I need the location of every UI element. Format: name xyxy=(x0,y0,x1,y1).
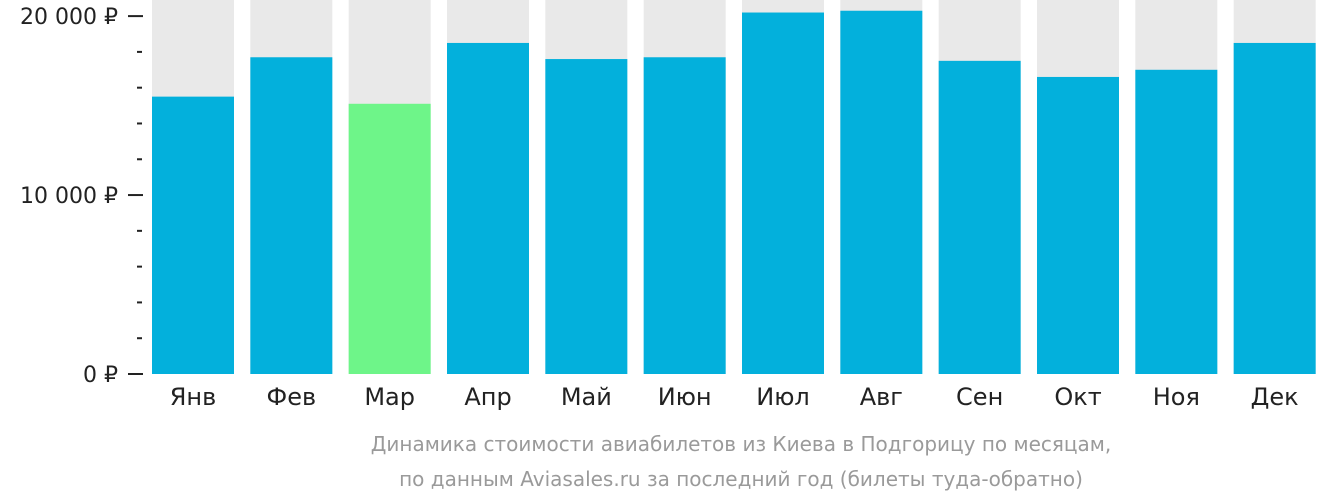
x-tick-label: Май xyxy=(561,383,612,411)
bar-4[interactable] xyxy=(545,59,628,374)
bar-5[interactable] xyxy=(643,57,726,375)
bar-8[interactable] xyxy=(938,60,1021,375)
x-axis-labels: Янв Фев Мар Апр Май Июн Июл Авг Сен Окт Ноя Дек xyxy=(170,383,1299,411)
x-tick-label: Окт xyxy=(1054,383,1101,411)
bar-7[interactable] xyxy=(840,10,923,374)
chart-caption-line-2: по данным Aviasales.ru за последний год … xyxy=(399,467,1083,491)
bar-11[interactable] xyxy=(1233,42,1316,375)
x-tick-label: Фев xyxy=(267,383,317,411)
bar-6[interactable] xyxy=(742,12,824,375)
bar-0[interactable] xyxy=(152,96,234,374)
y-tick-label: 0 ₽ xyxy=(83,363,118,388)
y-axis: 0 ₽ 10 000 ₽ 20 000 ₽ xyxy=(20,5,143,388)
data-bars xyxy=(152,10,1316,375)
x-tick-label: Сен xyxy=(956,383,1003,411)
x-tick-label: Мар xyxy=(364,383,415,411)
x-tick-label: Июл xyxy=(756,383,810,411)
bar-9[interactable] xyxy=(1037,76,1119,375)
bar-10[interactable] xyxy=(1135,69,1218,374)
x-tick-label: Авг xyxy=(860,383,903,411)
bar-2[interactable] xyxy=(348,103,431,374)
x-tick-label: Ноя xyxy=(1153,383,1200,411)
x-tick-label: Апр xyxy=(464,383,511,411)
bar-1[interactable] xyxy=(250,57,333,375)
y-tick-label: 20 000 ₽ xyxy=(20,5,118,30)
bar-3[interactable] xyxy=(447,42,529,375)
x-tick-label: Янв xyxy=(170,383,217,411)
chart-caption-line-1: Динамика стоимости авиабилетов из Киева … xyxy=(370,432,1112,456)
x-tick-label: Дек xyxy=(1251,383,1299,411)
y-tick-label: 10 000 ₽ xyxy=(20,184,118,209)
x-tick-label: Июн xyxy=(658,383,712,411)
